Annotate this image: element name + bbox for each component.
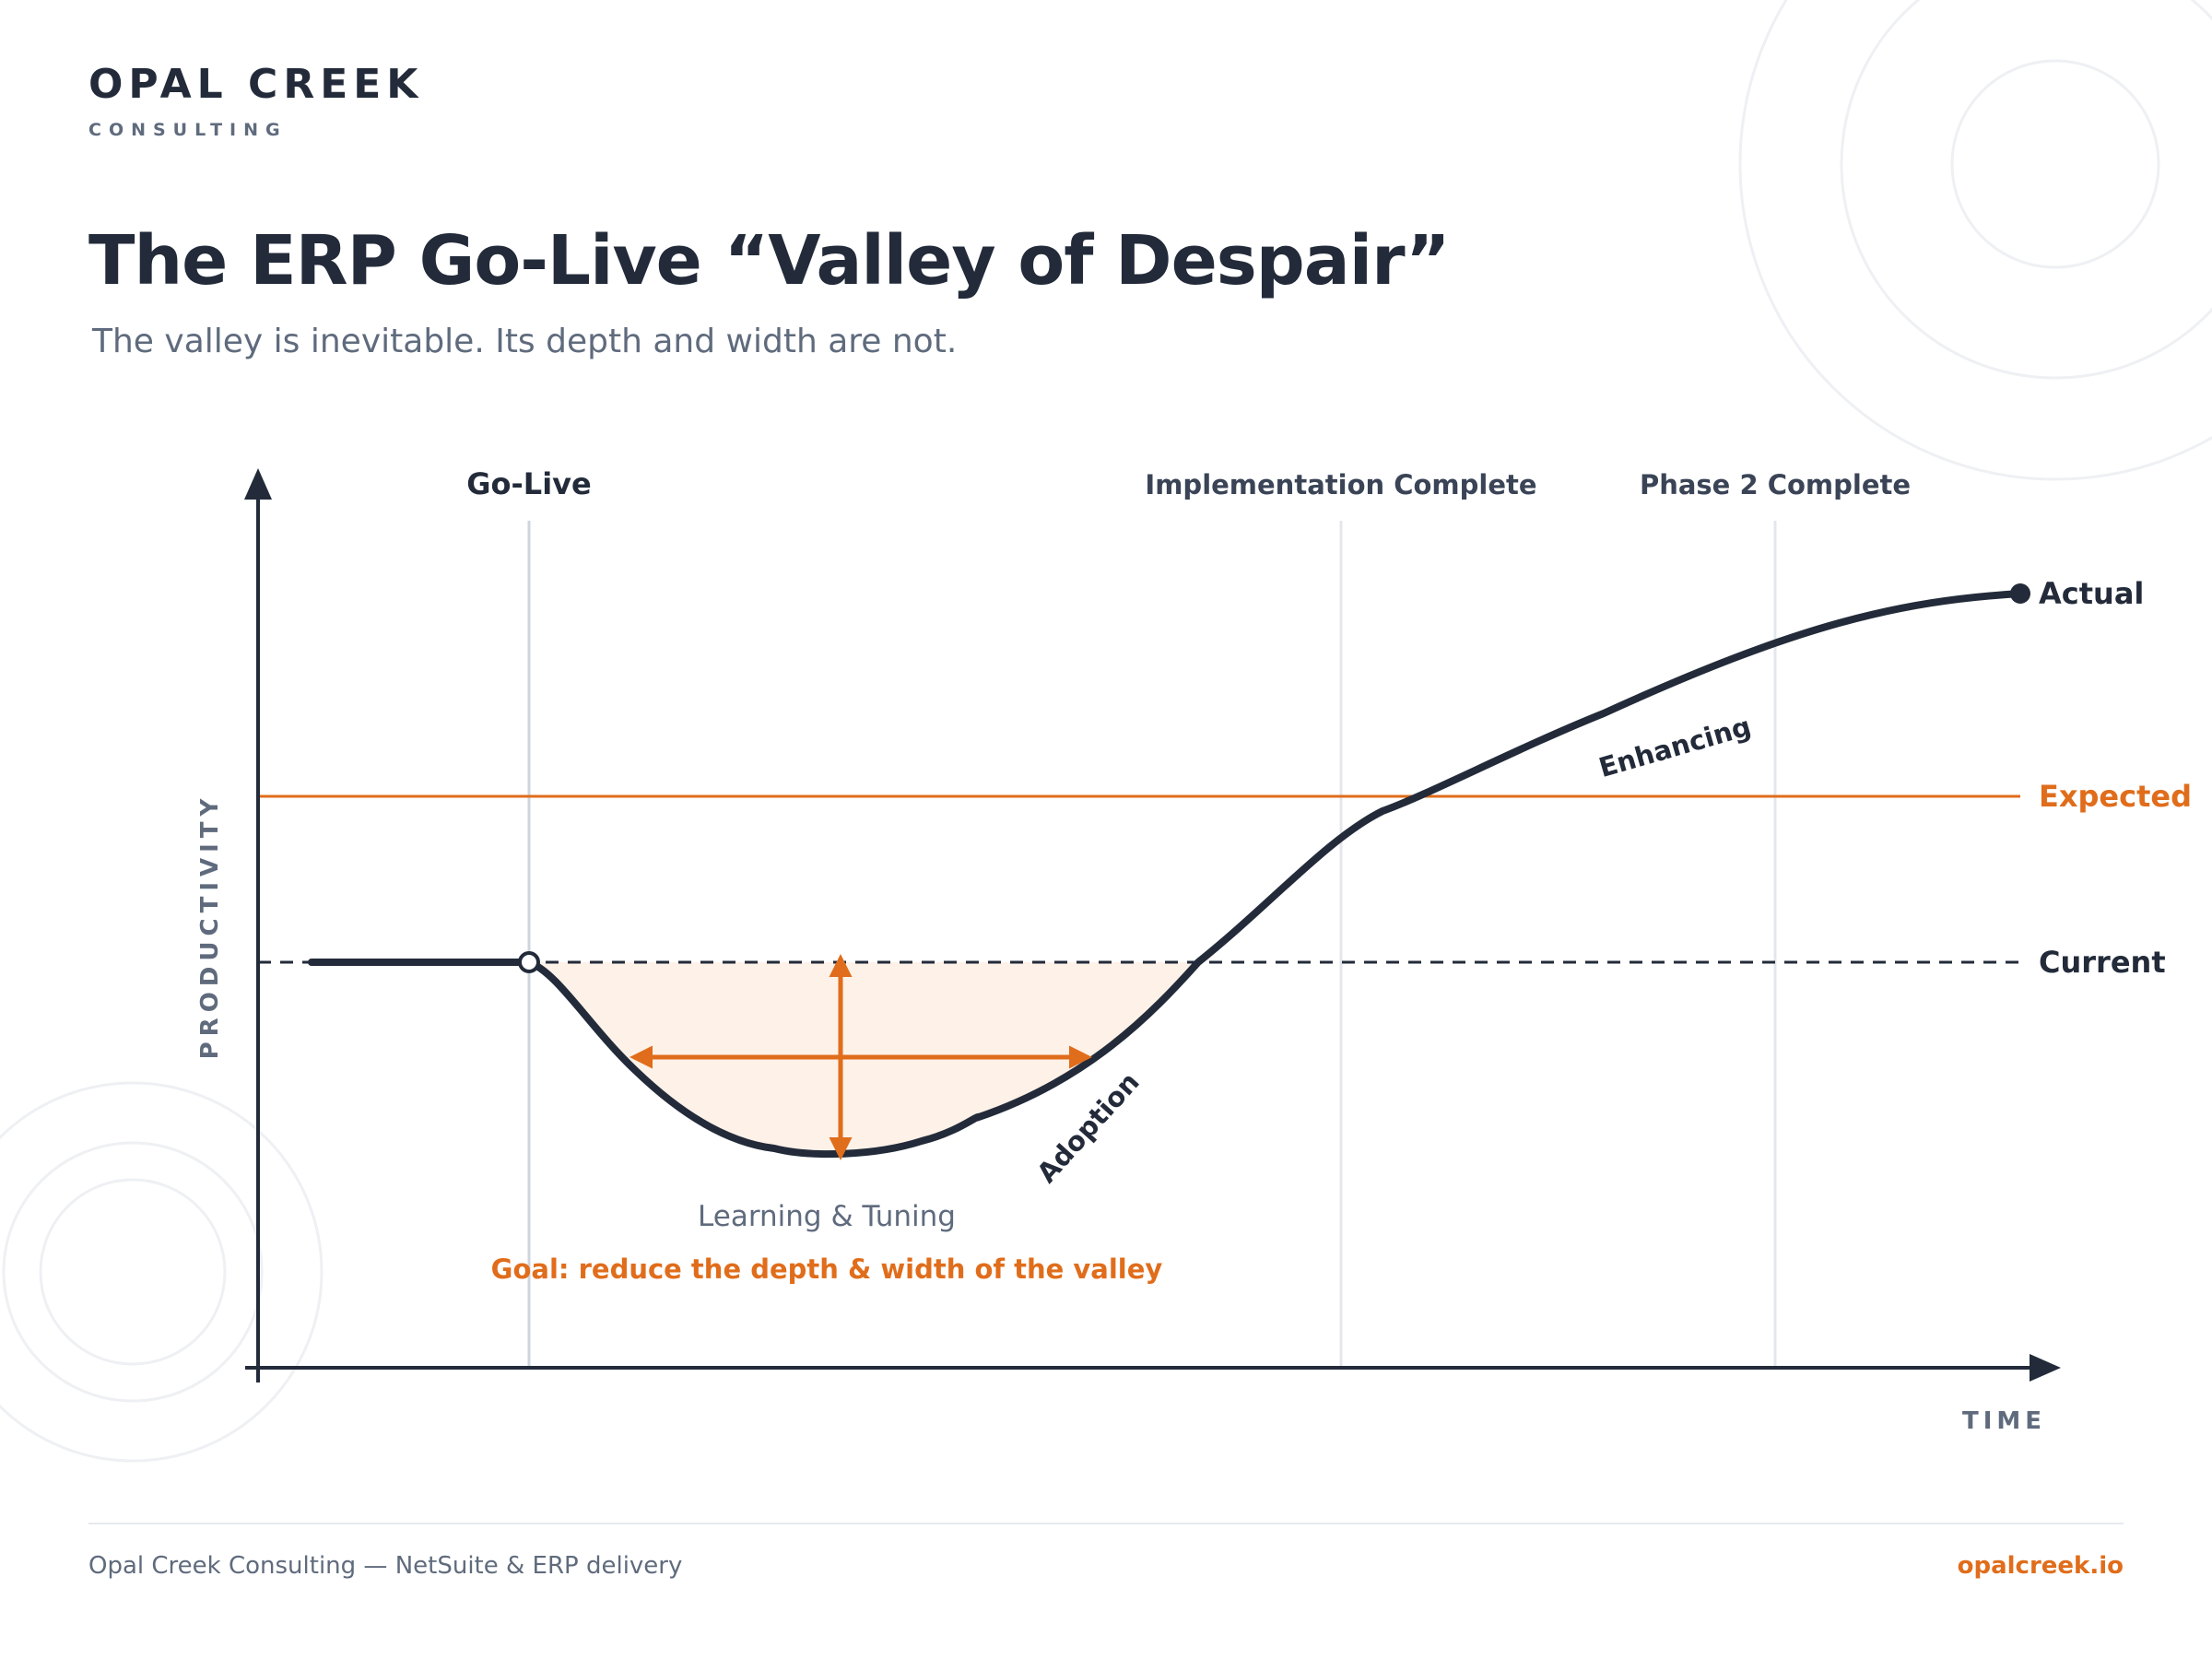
actual-endpoint <box>2010 583 2030 604</box>
footer-company: Opal Creek Consulting — NetSuite & ERP d… <box>88 1552 683 1580</box>
footer-website-link[interactable]: opalcreek.io <box>1957 1552 2124 1580</box>
go-live-point <box>518 951 540 973</box>
current-label: Current <box>2039 945 2166 980</box>
actual-label: Actual <box>2039 576 2144 611</box>
y-axis-title: PRODUCTIVITY <box>196 794 224 1060</box>
ring-bottom-left-outer <box>0 1081 324 1463</box>
milestone-phase-2-complete-label: Phase 2 Complete <box>1640 469 1911 500</box>
ring-top-right-inner <box>1950 59 2160 269</box>
y-axis-arrowhead <box>244 468 272 500</box>
expected-label: Expected <box>2039 779 2192 814</box>
x-axis-title: TIME <box>1962 1407 2046 1435</box>
ring-bottom-left-inner <box>39 1178 227 1366</box>
milestone-implementation-complete-label: Implementation Complete <box>1145 469 1536 500</box>
enhancing-label: Enhancing <box>1595 711 1755 784</box>
brand-tagline: CONSULTING <box>88 120 288 140</box>
actual-curve <box>308 590 2024 1159</box>
ring-top-right-middle <box>1840 0 2212 380</box>
brand-name: OPAL CREEK <box>88 61 424 108</box>
x-axis-arrowhead <box>2030 1354 2061 1382</box>
footer-divider <box>88 1523 2124 1524</box>
page-title: The ERP Go-Live “Valley of Despair” <box>88 221 1451 300</box>
ring-top-right-outer <box>1738 0 2212 481</box>
page-subtitle: The valley is inevitable. Its depth and … <box>92 323 958 360</box>
valley-label: Learning & Tuning <box>698 1200 956 1233</box>
goal-label: Goal: reduce the depth & width of the va… <box>491 1253 1163 1285</box>
ring-bottom-left-middle <box>2 1141 264 1403</box>
milestone-go-live-label: Go-Live <box>466 466 591 501</box>
brand-logo: OPAL CREEK CONSULTING <box>88 59 423 140</box>
